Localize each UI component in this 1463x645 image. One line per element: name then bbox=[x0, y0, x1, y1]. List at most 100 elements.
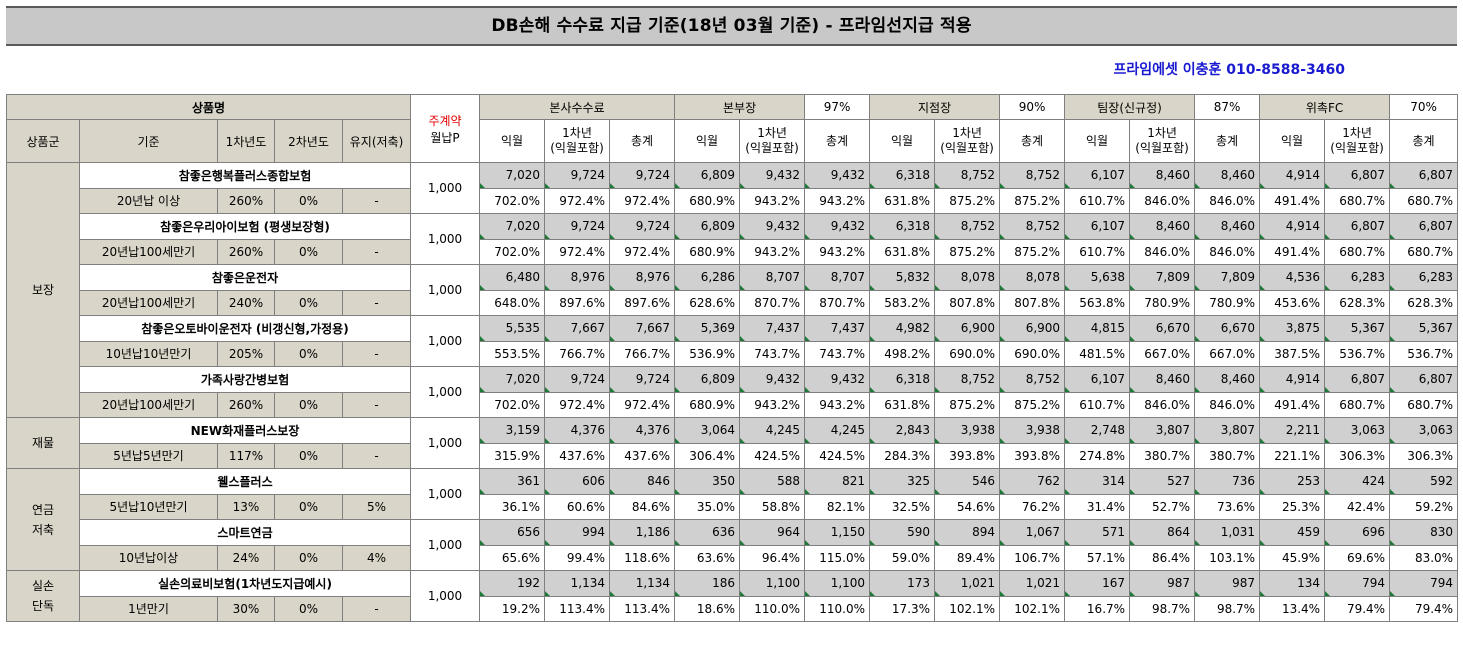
commission-percent: 631.8% bbox=[869, 238, 936, 265]
commission-percent: 870.7% bbox=[804, 289, 871, 316]
commission-amount: 8,976 bbox=[609, 264, 676, 291]
basis-cell: 20년납100세만기 bbox=[79, 238, 218, 265]
commission-amount: 4,245 bbox=[804, 417, 871, 444]
metric-header: 총계 bbox=[999, 119, 1066, 163]
commission-amount: 1,134 bbox=[544, 570, 611, 597]
commission-amount: 361 bbox=[479, 468, 546, 495]
commission-amount: 8,707 bbox=[739, 264, 806, 291]
commission-percent: 424.5% bbox=[804, 442, 871, 469]
commission-amount: 821 bbox=[804, 468, 871, 495]
commission-amount: 6,318 bbox=[869, 213, 936, 240]
commission-percent: 628.3% bbox=[1324, 289, 1391, 316]
commission-percent: 875.2% bbox=[999, 391, 1066, 418]
premium-value: 1,000 bbox=[410, 162, 481, 214]
commission-percent: 63.6% bbox=[674, 544, 741, 571]
year1-rate: 205% bbox=[217, 340, 275, 367]
commission-amount: 6,807 bbox=[1389, 213, 1459, 240]
premium-header-line2: 월납P bbox=[430, 130, 460, 145]
basis-cell: 20년납100세만기 bbox=[79, 391, 218, 418]
commission-amount: 6,107 bbox=[1064, 162, 1131, 189]
commission-amount: 2,748 bbox=[1064, 417, 1131, 444]
commission-amount: 459 bbox=[1259, 519, 1326, 546]
commission-amount: 5,367 bbox=[1324, 315, 1391, 342]
metric-header: 총계 bbox=[1389, 119, 1459, 163]
commission-amount: 8,078 bbox=[999, 264, 1066, 291]
commission-amount: 314 bbox=[1064, 468, 1131, 495]
commission-amount: 325 bbox=[869, 468, 936, 495]
commission-percent: 380.7% bbox=[1129, 442, 1196, 469]
contact-info: 프라임에셋 이충훈 010-8588-3460 bbox=[1113, 62, 1345, 78]
commission-percent: 45.9% bbox=[1259, 544, 1326, 571]
commission-amount: 8,752 bbox=[934, 162, 1001, 189]
commission-amount: 8,752 bbox=[934, 366, 1001, 393]
commission-percent: 58.8% bbox=[739, 493, 806, 520]
commission-amount: 3,807 bbox=[1194, 417, 1261, 444]
year2-rate: 0% bbox=[274, 289, 343, 316]
commission-amount: 9,432 bbox=[804, 366, 871, 393]
keep-rate: - bbox=[341, 187, 412, 214]
commission-percent: 306.3% bbox=[1324, 442, 1391, 469]
commission-amount: 636 bbox=[674, 519, 741, 546]
commission-percent: 972.4% bbox=[544, 391, 611, 418]
keep-rate: - bbox=[341, 289, 412, 316]
commission-amount: 7,667 bbox=[544, 315, 611, 342]
commission-percent: 82.1% bbox=[804, 493, 871, 520]
product-name-header: 상품명 bbox=[5, 94, 412, 120]
commission-percent: 18.6% bbox=[674, 595, 741, 622]
commission-percent: 610.7% bbox=[1064, 391, 1131, 418]
product-name: 가족사랑간병보험 bbox=[78, 366, 412, 393]
commission-amount: 7,809 bbox=[1129, 264, 1196, 291]
product-name: 참좋은오토바이운전자 (비갱신형,가정용) bbox=[78, 315, 412, 342]
commission-percent: 897.6% bbox=[544, 289, 611, 316]
metric-header: 익월 bbox=[1064, 119, 1131, 163]
commission-amount: 3,064 bbox=[674, 417, 741, 444]
commission-amount: 4,914 bbox=[1259, 162, 1326, 189]
commission-percent: 17.3% bbox=[869, 595, 936, 622]
product-name: 웰스플러스 bbox=[78, 468, 412, 495]
commission-percent: 807.8% bbox=[934, 289, 1001, 316]
basis-cell: 10년납10년만기 bbox=[79, 340, 218, 367]
product-row: 참좋은운전자 1,000 6,480 8,976 8,976 6,286 8,707 8,70… bbox=[7, 264, 1459, 316]
commission-amount: 5,638 bbox=[1064, 264, 1131, 291]
commission-percent: 897.6% bbox=[609, 289, 676, 316]
commission-percent: 306.3% bbox=[1389, 442, 1459, 469]
commission-percent: 106.7% bbox=[999, 544, 1066, 571]
commission-amount: 6,900 bbox=[999, 315, 1066, 342]
channel-rate: 97% bbox=[804, 94, 871, 120]
commission-percent: 32.5% bbox=[869, 493, 936, 520]
premium-value: 1,000 bbox=[410, 366, 481, 418]
commission-percent: 73.6% bbox=[1194, 493, 1261, 520]
product-group: 연금 저축 bbox=[6, 468, 80, 571]
commission-amount: 4,982 bbox=[869, 315, 936, 342]
premium-value: 1,000 bbox=[410, 468, 481, 520]
commission-percent: 25.3% bbox=[1259, 493, 1326, 520]
product-row: 재물 NEW화재플러스보장 1,000 3,159 4,376 4,376 3,064 4,2… bbox=[6, 417, 1459, 469]
commission-amount: 6,318 bbox=[869, 366, 936, 393]
commission-percent: 743.7% bbox=[739, 340, 806, 367]
year2-rate: 0% bbox=[274, 238, 343, 265]
product-name: 실손의료비보험(1차년도지급예시) bbox=[78, 570, 412, 597]
commission-amount: 8,460 bbox=[1129, 366, 1196, 393]
commission-percent: 306.4% bbox=[674, 442, 741, 469]
commission-percent: 437.6% bbox=[609, 442, 676, 469]
commission-percent: 846.0% bbox=[1129, 238, 1196, 265]
commission-percent: 875.2% bbox=[934, 238, 1001, 265]
commission-percent: 743.7% bbox=[804, 340, 871, 367]
product-name: 참좋은운전자 bbox=[78, 264, 412, 291]
commission-amount: 1,031 bbox=[1194, 519, 1261, 546]
commission-percent: 98.7% bbox=[1194, 595, 1261, 622]
commission-percent: 648.0% bbox=[479, 289, 546, 316]
premium-value: 1,000 bbox=[410, 519, 481, 571]
channel-header: 팀장(신규정) bbox=[1064, 94, 1196, 120]
commission-amount: 1,100 bbox=[804, 570, 871, 597]
commission-percent: 766.7% bbox=[609, 340, 676, 367]
commission-percent: 972.4% bbox=[544, 187, 611, 214]
commission-percent: 680.9% bbox=[674, 238, 741, 265]
commission-amount: 6,900 bbox=[934, 315, 1001, 342]
commission-percent: 274.8% bbox=[1064, 442, 1131, 469]
product-name: 참좋은행복플러스종합보험 bbox=[78, 162, 412, 189]
commission-percent: 553.5% bbox=[479, 340, 546, 367]
commission-amount: 9,432 bbox=[804, 213, 871, 240]
commission-percent: 380.7% bbox=[1194, 442, 1261, 469]
sub-col-header: 2차년도 bbox=[274, 119, 343, 163]
